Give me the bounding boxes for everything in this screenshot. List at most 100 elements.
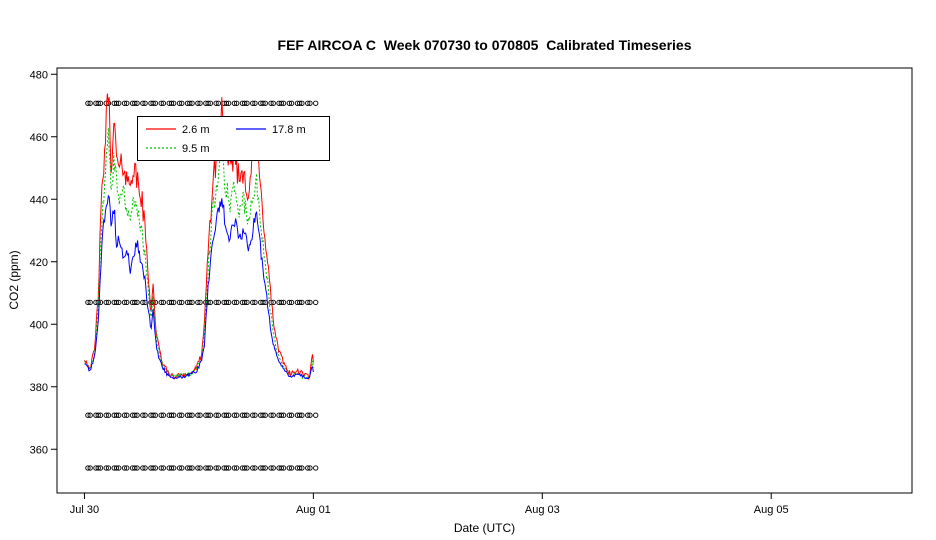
- x-axis-tick-label: Aug 03: [525, 504, 560, 516]
- calibration-circle: [195, 299, 201, 306]
- calibration-circle: [231, 100, 238, 106]
- calibration-circle: [197, 100, 203, 106]
- calibration-circle: [97, 412, 104, 418]
- calibration-circle: [158, 465, 164, 471]
- calibration-circle: [121, 465, 128, 471]
- calibration-circle: [132, 100, 138, 106]
- calibration-circle: [244, 465, 250, 471]
- calibration-circle: [176, 100, 183, 106]
- calibration-circle: [286, 412, 292, 418]
- calibration-circle: [121, 412, 128, 418]
- calibration-circle: [268, 412, 274, 418]
- calibration-circle: [286, 299, 292, 306]
- calibration-circle: [205, 299, 211, 306]
- calibration-circle: [189, 299, 195, 306]
- calibration-circle: [213, 412, 219, 418]
- calibration-circle: [103, 299, 109, 306]
- calibration-circle: [160, 299, 167, 306]
- calibration-circle: [150, 412, 156, 418]
- calibration-circle: [124, 465, 130, 471]
- calibration-circle: [231, 465, 238, 471]
- calibration-circle: [252, 100, 258, 106]
- calibration-circle: [179, 412, 185, 418]
- calibration-circle: [262, 465, 268, 471]
- calibration-circle: [158, 100, 164, 106]
- calibration-circle: [215, 412, 222, 418]
- calibration-circle: [197, 412, 203, 418]
- calibration-circle: [278, 299, 284, 306]
- calibration-circle: [152, 465, 159, 471]
- calibration-circle: [124, 299, 130, 306]
- calibration-circle: [242, 465, 248, 471]
- chart-title: FEF AIRCOA C Week 070730 to 070805 Calib…: [277, 37, 692, 53]
- calibration-circle: [124, 100, 130, 106]
- calibration-circle: [113, 465, 120, 471]
- calibration-circle: [250, 100, 256, 106]
- calibration-circle: [105, 465, 112, 471]
- calibration-circle: [244, 412, 250, 418]
- y-axis-label: CO2 (ppm): [7, 250, 21, 310]
- calibration-circle: [207, 299, 214, 306]
- calibration-circle: [205, 100, 211, 106]
- calibration-circle: [197, 465, 203, 471]
- calibration-circle: [288, 100, 295, 106]
- calibration-circle: [197, 299, 203, 306]
- calibration-circle: [288, 299, 295, 306]
- calibration-circle: [307, 412, 313, 418]
- calibration-circle: [187, 412, 193, 418]
- x-axis-tick-label: Aug 01: [296, 504, 331, 516]
- calibration-circle: [299, 100, 305, 106]
- calibration-circle: [305, 100, 311, 106]
- calibration-circle: [223, 299, 230, 306]
- calibration-circle: [307, 299, 313, 306]
- calibration-circle: [297, 465, 303, 471]
- calibration-circle: [140, 465, 146, 471]
- calibration-circle: [313, 100, 319, 106]
- calibration-circle: [189, 465, 195, 471]
- y-axis-tick-label: 480: [30, 69, 48, 81]
- calibration-circle: [205, 465, 211, 471]
- calibration-circle: [140, 299, 146, 306]
- calibration-circle: [260, 412, 266, 418]
- calibration-circle: [213, 465, 219, 471]
- calibration-circle: [134, 299, 140, 306]
- calibration-circle: [187, 465, 193, 471]
- calibration-circle: [97, 100, 104, 106]
- calibration-circle: [242, 100, 248, 106]
- calibration-circle: [215, 465, 222, 471]
- calibration-circle: [270, 465, 276, 471]
- calibration-circle: [207, 465, 214, 471]
- y-axis-tick-label: 460: [30, 132, 48, 144]
- calibration-circle: [140, 100, 146, 106]
- calibration-circle: [187, 100, 193, 106]
- calibration-circle: [160, 412, 167, 418]
- calibration-circle: [260, 100, 266, 106]
- calibration-circle: [268, 100, 274, 106]
- calibration-circle: [280, 465, 287, 471]
- calibration-circle: [95, 465, 101, 471]
- calibration-circle: [140, 412, 146, 418]
- calibration-circle: [179, 100, 185, 106]
- calibration-circle: [234, 100, 240, 106]
- calibration-circle: [268, 465, 274, 471]
- calibration-circle: [286, 465, 292, 471]
- calibration-circle: [252, 299, 258, 306]
- calibration-circle: [95, 100, 101, 106]
- calibration-circle: [242, 412, 248, 418]
- calibration-circle: [87, 299, 93, 306]
- calibration-circle: [213, 299, 219, 306]
- calibration-circle: [313, 412, 319, 418]
- calibration-circle: [152, 100, 159, 106]
- calibration-circle: [286, 100, 292, 106]
- calibration-circle: [121, 100, 128, 106]
- calibration-circle: [242, 299, 248, 306]
- legend-label-1: 2.6 m: [182, 124, 210, 136]
- legend-box: [137, 116, 330, 161]
- calibration-circle: [226, 412, 232, 418]
- calibration-circle: [150, 100, 156, 106]
- calibration-circle: [260, 465, 266, 471]
- calibration-circle: [171, 465, 177, 471]
- calibration-circle: [179, 465, 185, 471]
